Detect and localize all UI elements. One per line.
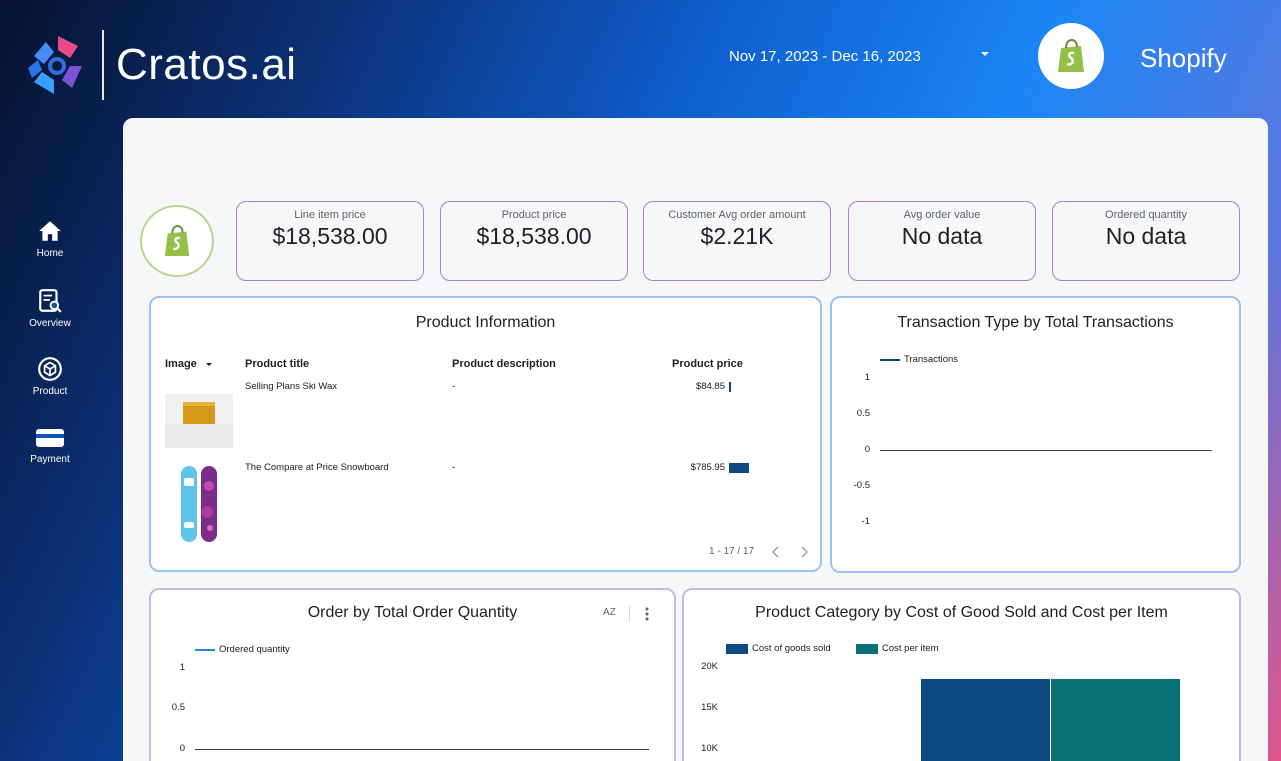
chart-legend[interactable]: Transactions <box>880 354 958 365</box>
card-title: Product Information <box>415 314 556 331</box>
more-vert-icon[interactable] <box>645 607 649 621</box>
product-icon <box>38 357 62 381</box>
y-tick-label: 10K <box>701 743 718 754</box>
product-title: The Compare at Price Snowboard <box>245 462 389 473</box>
kpi-value: No data <box>901 223 983 249</box>
product-price: $84.85 <box>695 381 725 392</box>
chevron-left-icon[interactable] <box>771 546 781 558</box>
order-quantity-chart-card: Order by Total Order Quantity AZ Ordered… <box>149 588 676 761</box>
column-header-product-description[interactable]: Product description <box>452 358 556 370</box>
sidebar-item-label: Product <box>32 386 68 397</box>
shopify-bag-icon <box>1058 38 1084 72</box>
legend-label: Transactions <box>904 354 959 365</box>
card-title: Order by Total Order Quantity <box>307 604 518 621</box>
y-tick-label: 20K <box>701 661 718 672</box>
chart-legend-cost-per-item[interactable]: Cost per item <box>856 643 939 654</box>
kpi-value: $2.21K <box>700 223 774 249</box>
kpi-value: No data <box>1105 223 1187 249</box>
legend-line-swatch <box>195 648 215 651</box>
sort-az-icon[interactable]: AZ <box>603 607 616 618</box>
y-tick-label: 0.5 <box>171 702 185 713</box>
legend-swatch <box>856 643 878 654</box>
cratos-logo-icon <box>28 36 82 94</box>
chart-legend[interactable]: Ordered quantity <box>195 644 290 655</box>
kpi-value: $18,538.00 <box>476 223 592 249</box>
zero-axis-line <box>880 450 1212 451</box>
legend-line-swatch <box>880 358 900 361</box>
y-tick-label: -0.5 <box>853 480 870 491</box>
chevron-down-icon[interactable] <box>981 52 989 56</box>
kpi-label: Product price <box>501 209 567 221</box>
shopify-logo-circle <box>140 205 214 277</box>
kpi-label: Customer Avg order amount <box>668 209 806 221</box>
kpi-label: Line item price <box>294 209 366 221</box>
kpi-avg-order-value: Avg order value No data <box>848 201 1036 281</box>
shopify-bag-icon <box>164 225 190 256</box>
product-price: $785.95 <box>690 462 725 473</box>
y-tick-label: 0.5 <box>856 408 870 419</box>
product-title: Selling Plans Ski Wax <box>245 381 338 392</box>
y-tick-label: 0 <box>179 743 185 754</box>
product-description: - <box>452 381 456 392</box>
sidebar-item-overview[interactable]: Overview <box>0 288 100 329</box>
sort-caret-icon[interactable] <box>205 362 212 366</box>
price-bar <box>729 382 732 392</box>
zero-axis-line <box>195 749 649 750</box>
product-image-ski-wax[interactable] <box>165 394 233 448</box>
column-header-image[interactable]: Image <box>165 358 212 370</box>
sidebar-item-label: Home <box>36 248 64 259</box>
column-header-product-price[interactable]: Product price <box>672 358 743 370</box>
legend-label: Cost per item <box>882 643 939 654</box>
y-tick-label: 15K <box>701 702 718 713</box>
shopify-avatar <box>1038 23 1104 89</box>
sidebar-item-home[interactable]: Home <box>0 218 100 259</box>
legend-swatch <box>726 643 748 654</box>
chevron-right-icon[interactable] <box>799 546 809 558</box>
product-description: - <box>452 462 456 473</box>
product-image-snowboard[interactable] <box>179 466 219 542</box>
card-title: Transaction Type by Total Transactions <box>897 314 1174 331</box>
kpi-customer-avg-order-amount: Customer Avg order amount $2.21K <box>643 201 831 281</box>
product-information-card: Product Information Image Product title … <box>149 296 822 572</box>
y-tick-label: 1 <box>864 372 870 383</box>
sidebar-item-payment[interactable]: Payment <box>0 426 100 465</box>
logo-text: Cratos.ai <box>116 40 297 89</box>
column-header-label: Image <box>165 358 197 370</box>
date-range-picker[interactable]: Nov 17, 2023 - Dec 16, 2023 <box>729 48 921 65</box>
y-tick-label: 0 <box>864 444 870 455</box>
bar-cost-of-goods-sold[interactable] <box>921 678 1050 761</box>
toolbar-divider <box>629 606 630 622</box>
column-header-product-title[interactable]: Product title <box>245 358 310 370</box>
legend-label: Cost of goods sold <box>752 643 831 654</box>
transaction-type-chart-card: Transaction Type by Total Transactions T… <box>830 296 1241 573</box>
card-title: Product Category by Cost of Good Sold an… <box>755 604 1168 621</box>
bar-cost-per-item[interactable] <box>1051 678 1180 761</box>
product-category-chart-card: Product Category by Cost of Good Sold an… <box>682 588 1241 761</box>
payment-icon <box>36 429 64 447</box>
sidebar-item-product[interactable]: Product <box>0 356 100 397</box>
kpi-product-price: Product price $18,538.00 <box>440 201 628 281</box>
legend-label: Ordered quantity <box>219 644 290 655</box>
kpi-value: $18,538.00 <box>272 223 388 249</box>
home-icon <box>39 221 61 241</box>
cratos-logo[interactable]: Cratos.ai <box>24 30 297 100</box>
pagination-text: 1 - 17 / 17 <box>709 546 755 557</box>
price-bar <box>729 463 749 473</box>
y-tick-label: 1 <box>179 662 185 673</box>
chart-legend-cost-of-goods-sold[interactable]: Cost of goods sold <box>726 643 831 654</box>
y-tick-label: -1 <box>861 516 870 527</box>
logo-divider <box>102 30 104 100</box>
sidebar-item-label: Payment <box>30 454 70 465</box>
overview-icon <box>39 289 62 313</box>
sidebar-item-label: Overview <box>29 318 71 329</box>
shop-name: Shopify <box>1140 43 1227 73</box>
kpi-label: Avg order value <box>903 209 981 221</box>
kpi-ordered-quantity: Ordered quantity No data <box>1052 201 1240 281</box>
kpi-line-item-price: Line item price $18,538.00 <box>236 201 424 281</box>
kpi-label: Ordered quantity <box>1105 209 1187 221</box>
